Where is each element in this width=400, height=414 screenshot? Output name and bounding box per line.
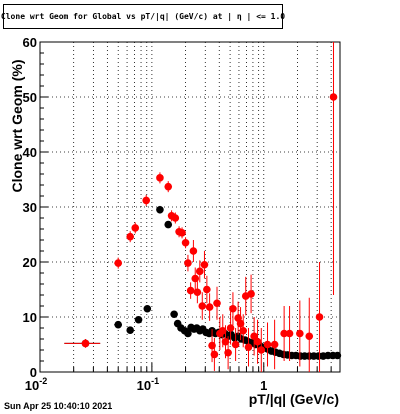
data-point xyxy=(221,337,230,346)
data-point xyxy=(236,319,245,328)
data-point xyxy=(200,260,209,269)
data-point xyxy=(315,313,324,321)
y-axis-label: Clone wrt Geom (%) xyxy=(9,59,25,193)
data-point xyxy=(131,224,140,232)
x-tick-label: 10-1 xyxy=(137,376,159,393)
data-point xyxy=(224,348,232,357)
data-point xyxy=(156,205,164,214)
data-point xyxy=(247,290,255,298)
data-point xyxy=(126,232,135,241)
data-point xyxy=(184,259,192,267)
data-point xyxy=(285,329,294,338)
timestamp: Sun Apr 25 10:40:10 2021 xyxy=(4,401,113,411)
y-tick-label: 40 xyxy=(23,145,37,160)
data-point xyxy=(191,274,200,283)
y-tick-label: 50 xyxy=(23,90,37,105)
y-tick-label: 10 xyxy=(23,310,37,325)
data-point xyxy=(178,229,186,237)
data-point xyxy=(126,326,135,335)
data-point xyxy=(218,326,227,335)
series-red xyxy=(64,42,338,372)
x-axis-label: pT/|q| (GeV/c) xyxy=(248,391,339,407)
y-tick-label: 30 xyxy=(23,200,37,215)
data-point xyxy=(81,339,90,348)
data-point xyxy=(193,288,202,297)
x-tick-label: 10-2 xyxy=(25,376,47,393)
data-point xyxy=(114,320,123,329)
data-point xyxy=(329,93,338,101)
data-point xyxy=(181,238,190,247)
data-point xyxy=(164,220,173,229)
y-tick-label: 0 xyxy=(30,365,37,380)
data-point xyxy=(186,286,195,295)
y-tick-label: 60 xyxy=(23,35,37,50)
data-point xyxy=(226,324,235,332)
data-point xyxy=(164,182,173,191)
data-point xyxy=(156,174,164,182)
data-point xyxy=(134,315,143,324)
data-point xyxy=(229,304,237,313)
data-point xyxy=(195,267,204,276)
data-point xyxy=(205,303,214,311)
chart-title: Clone wrt Geom for Global vs pT/|q| (GeV… xyxy=(1,4,285,29)
x-tick-exponent: -1 xyxy=(151,376,159,386)
data-point xyxy=(280,329,288,338)
data-point xyxy=(250,332,258,341)
data-point xyxy=(198,302,207,310)
data-point xyxy=(170,310,178,319)
data-point xyxy=(203,285,211,294)
data-point xyxy=(263,340,272,349)
data-point xyxy=(270,340,279,349)
data-point xyxy=(171,214,180,222)
data-point xyxy=(114,259,123,267)
data-point xyxy=(213,299,221,308)
x-tick-label: 1 xyxy=(260,378,267,393)
data-point xyxy=(333,351,342,360)
data-point xyxy=(142,196,151,205)
y-tick-label: 20 xyxy=(23,255,37,270)
data-point xyxy=(305,332,314,341)
data-point xyxy=(296,329,304,338)
data-point xyxy=(189,247,198,255)
data-point xyxy=(239,326,248,335)
data-point xyxy=(244,343,253,352)
data-point xyxy=(143,304,152,313)
data-point xyxy=(210,350,219,359)
x-tick-exponent: -2 xyxy=(39,376,47,386)
data-point xyxy=(231,340,240,349)
data-point xyxy=(257,346,266,354)
data-point xyxy=(253,337,262,346)
data-point xyxy=(184,329,192,338)
data-points xyxy=(64,42,342,372)
